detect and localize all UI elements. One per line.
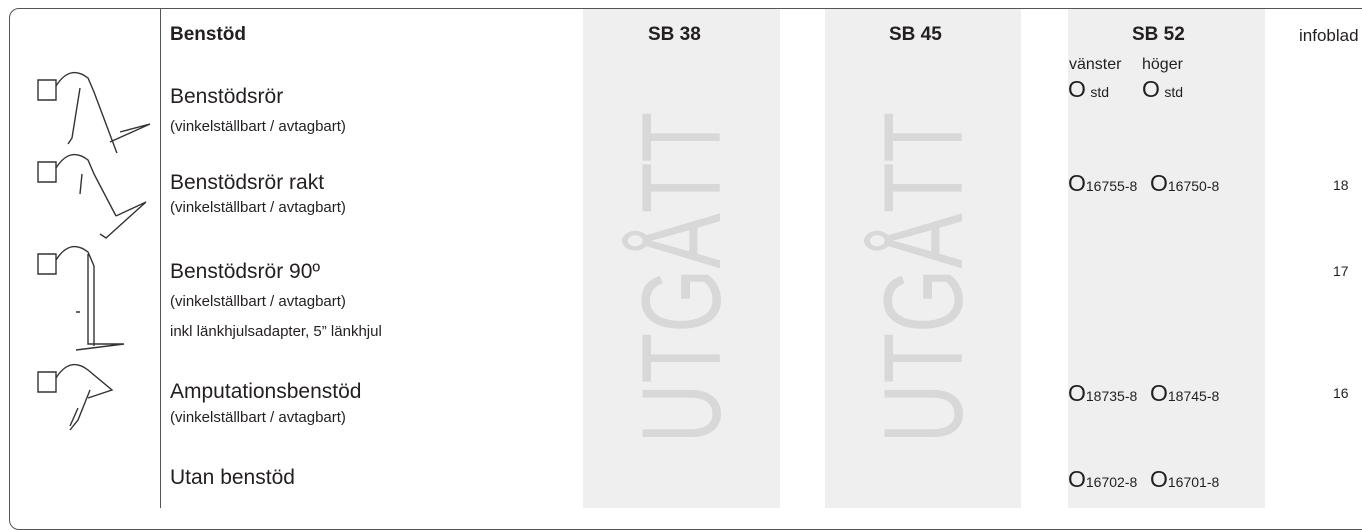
discontinued: UTGÅTT: [861, 111, 986, 444]
row-note: (vinkelställbart / avtagbart): [170, 199, 346, 216]
symbol: O: [1150, 170, 1168, 196]
infoblad: 18: [1333, 177, 1349, 193]
column-header: SB 45: [889, 24, 942, 45]
code: 16702-8: [1085, 474, 1138, 490]
symbol: O: [1068, 170, 1086, 196]
row-extra: inkl länkhjulsadapter, 5” länkhjul: [170, 323, 382, 340]
order-code: O16750-8: [1150, 170, 1219, 197]
picture: [37, 363, 114, 431]
row-note: (vinkelställbart / avtagbart): [170, 409, 346, 426]
row-name: Benstödsrör 90º: [170, 260, 321, 283]
code: 16750-8: [1167, 178, 1220, 194]
picture: [37, 153, 147, 239]
row-name: Utan benstöd: [170, 466, 295, 489]
code: 18745-8: [1167, 388, 1220, 404]
symbol: O: [1150, 380, 1168, 406]
row-name: Benstödsrör: [170, 85, 284, 108]
order-code: O16701-8: [1150, 466, 1219, 493]
order-code: O16755-8: [1068, 170, 1137, 197]
symbol: O: [1142, 76, 1160, 102]
code: 18735-8: [1085, 388, 1138, 404]
column-bg: [583, 9, 780, 508]
column-header: SB 52: [1132, 24, 1185, 45]
column-header: SB 38: [648, 24, 701, 45]
code: 16701-8: [1167, 474, 1220, 490]
column-header: infoblad: [1299, 26, 1359, 45]
column-bg: [825, 9, 1021, 508]
discontinued: UTGÅTT: [619, 111, 744, 444]
order-code: O18745-8: [1150, 380, 1219, 407]
symbol: O: [1068, 466, 1086, 492]
page: UTGÅTT UTGÅTT Benstöd SB 38 SB 45 SB 52 …: [9, 8, 1362, 530]
row-note: (vinkelställbart / avtagbart): [170, 293, 346, 310]
order-code: O std: [1068, 76, 1109, 103]
code: std: [1090, 84, 1110, 100]
symbol: O: [1068, 76, 1086, 102]
order-code: O std: [1142, 76, 1183, 103]
row-note: (vinkelställbart / avtagbart): [170, 118, 346, 135]
picture: [37, 71, 151, 153]
order-code: O18735-8: [1068, 380, 1137, 407]
symbol: O: [1150, 466, 1168, 492]
infoblad: 17: [1333, 263, 1349, 279]
divider: [160, 8, 161, 508]
symbol: O: [1068, 380, 1086, 406]
column-bg: [1068, 9, 1265, 508]
side-label: vänster: [1069, 56, 1122, 73]
row-name: Amputationsbenstöd: [170, 380, 362, 403]
infoblad: 16: [1333, 385, 1349, 401]
code: 16755-8: [1085, 178, 1138, 194]
row-name: Benstödsrör rakt: [170, 171, 325, 194]
table-title: Benstöd: [170, 24, 246, 45]
picture: [37, 245, 125, 351]
side-label: höger: [1142, 56, 1183, 73]
code: std: [1164, 84, 1184, 100]
order-code: O16702-8: [1068, 466, 1137, 493]
